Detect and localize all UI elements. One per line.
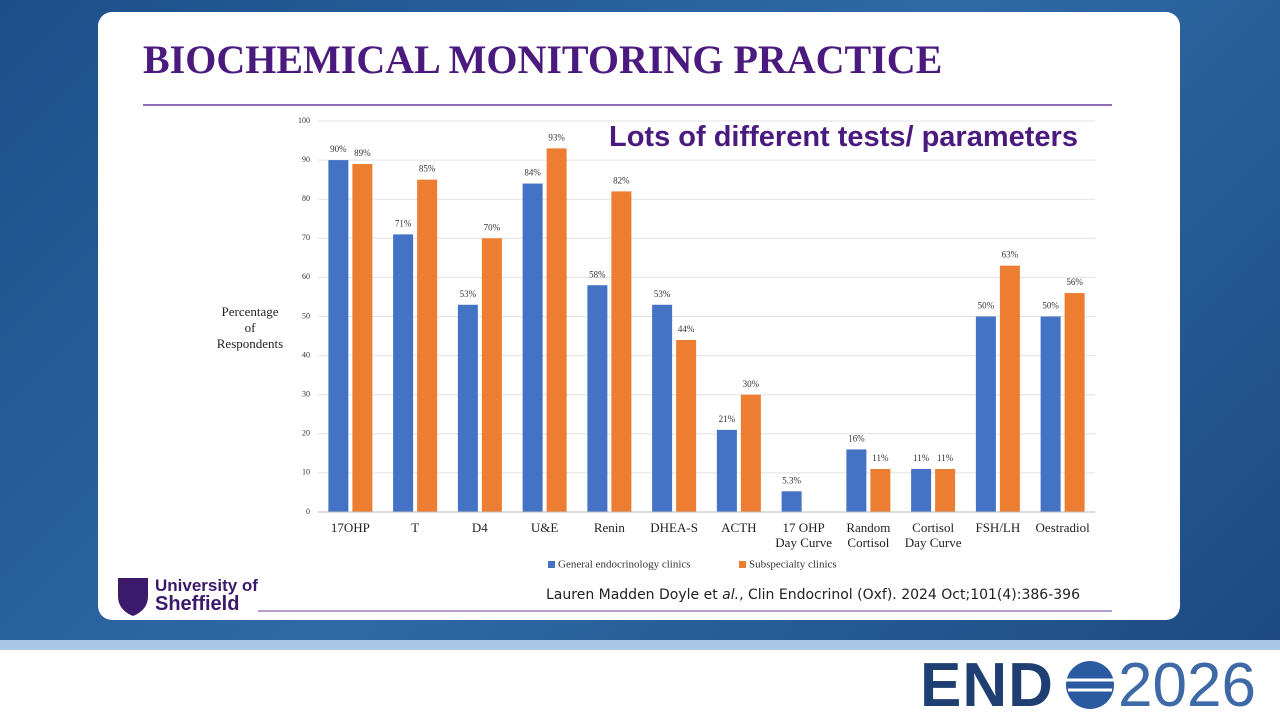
value-label: 71% [395, 218, 412, 228]
value-label: 70% [484, 222, 501, 232]
y-tick-label: 60 [302, 272, 310, 281]
value-label: 84% [524, 168, 541, 178]
x-tick-label: FSH/LH [975, 520, 1021, 535]
value-label: 5.3% [782, 475, 801, 485]
value-label: 11% [913, 453, 930, 463]
x-tick-label: ACTH [721, 520, 757, 535]
event-year: 2026 [1118, 651, 1256, 720]
bar [846, 449, 867, 512]
x-tick-label: T [411, 520, 420, 535]
bar [587, 285, 608, 512]
bar [999, 265, 1020, 512]
y-tick-label: 30 [302, 390, 310, 399]
y-tick-label: 0 [306, 507, 310, 516]
citation: Lauren Madden Doyle et al., Clin Endocri… [546, 587, 1080, 603]
value-label: 90% [330, 144, 347, 154]
bar [781, 491, 802, 512]
citation-authors: Lauren Madden Doyle et [546, 587, 723, 603]
bar [975, 316, 996, 512]
y-tick-label: 20 [302, 429, 310, 438]
shield-logo [118, 578, 148, 616]
y-tick-label: 100 [298, 116, 310, 125]
x-tick-label: D4 [471, 520, 488, 535]
bar [457, 304, 478, 512]
bar [1064, 293, 1085, 512]
x-tick-label: Renin [593, 520, 625, 535]
divider-band [0, 640, 1280, 650]
bar [481, 238, 502, 513]
globe-logo [1066, 661, 1114, 709]
y-tick-label: 90 [302, 155, 310, 164]
legend-label: General endocrinology clinics [558, 559, 691, 571]
bar [546, 148, 567, 512]
bar [676, 339, 697, 512]
bar [393, 234, 414, 512]
value-label: 63% [1002, 250, 1019, 260]
value-label: 21% [719, 414, 736, 424]
citation-rest: , Clin Endocrinol (Oxf). 2024 Oct;101(4)… [739, 587, 1080, 603]
value-label: 89% [354, 148, 371, 158]
bar [740, 394, 761, 512]
bar [522, 183, 543, 512]
bar [328, 160, 349, 512]
value-label: 53% [654, 289, 671, 299]
y-axis-label: Percentage of Respondents [216, 304, 284, 351]
bar [716, 429, 737, 512]
slide-title: BIOCHEMICAL MONITORING PRACTICE [143, 37, 943, 82]
x-tick-label: DHEA-S [650, 520, 698, 535]
value-label: 58% [589, 269, 606, 279]
y-tick-label: 50 [302, 311, 310, 320]
bar [935, 468, 956, 512]
bar [611, 191, 632, 512]
value-label: 44% [678, 324, 695, 334]
logo-text: University of [155, 576, 258, 595]
y-tick-label: 80 [302, 194, 310, 203]
value-label: 50% [1042, 301, 1059, 311]
event-name: END [920, 651, 1054, 720]
bar [870, 468, 891, 512]
value-label: 16% [848, 434, 865, 444]
x-tick-label: Cortisol Day Curve [904, 520, 962, 550]
legend-label: Subspecialty clinics [749, 559, 837, 571]
bar [352, 164, 373, 512]
y-tick-label: 40 [302, 350, 310, 359]
bar [1040, 316, 1061, 512]
x-tick-label: Random Cortisol [846, 520, 891, 550]
citation-italic: al. [722, 587, 740, 603]
value-label: 85% [419, 164, 436, 174]
annotation: Lots of different tests/ parameters [609, 121, 1078, 153]
value-label: 56% [1066, 277, 1083, 287]
legend-swatch [739, 561, 746, 568]
y-tick-label: 70 [302, 233, 310, 242]
bar [652, 304, 673, 512]
bar [911, 468, 932, 512]
x-tick-label: 17OHP [330, 520, 370, 535]
bar [417, 179, 438, 512]
x-tick-label: 17 OHP Day Curve [775, 520, 832, 550]
value-label: 82% [613, 175, 630, 185]
value-label: 53% [460, 289, 477, 299]
value-label: 11% [937, 453, 954, 463]
x-tick-label: U&E [530, 520, 559, 535]
y-tick-label: 10 [302, 468, 310, 477]
value-label: 11% [872, 453, 889, 463]
value-label: 50% [978, 301, 995, 311]
logo-text: Sheffield [155, 593, 240, 615]
legend-swatch [548, 561, 555, 568]
x-tick-label: Oestradiol [1035, 520, 1090, 535]
value-label: 93% [548, 132, 565, 142]
value-label: 30% [743, 379, 760, 389]
